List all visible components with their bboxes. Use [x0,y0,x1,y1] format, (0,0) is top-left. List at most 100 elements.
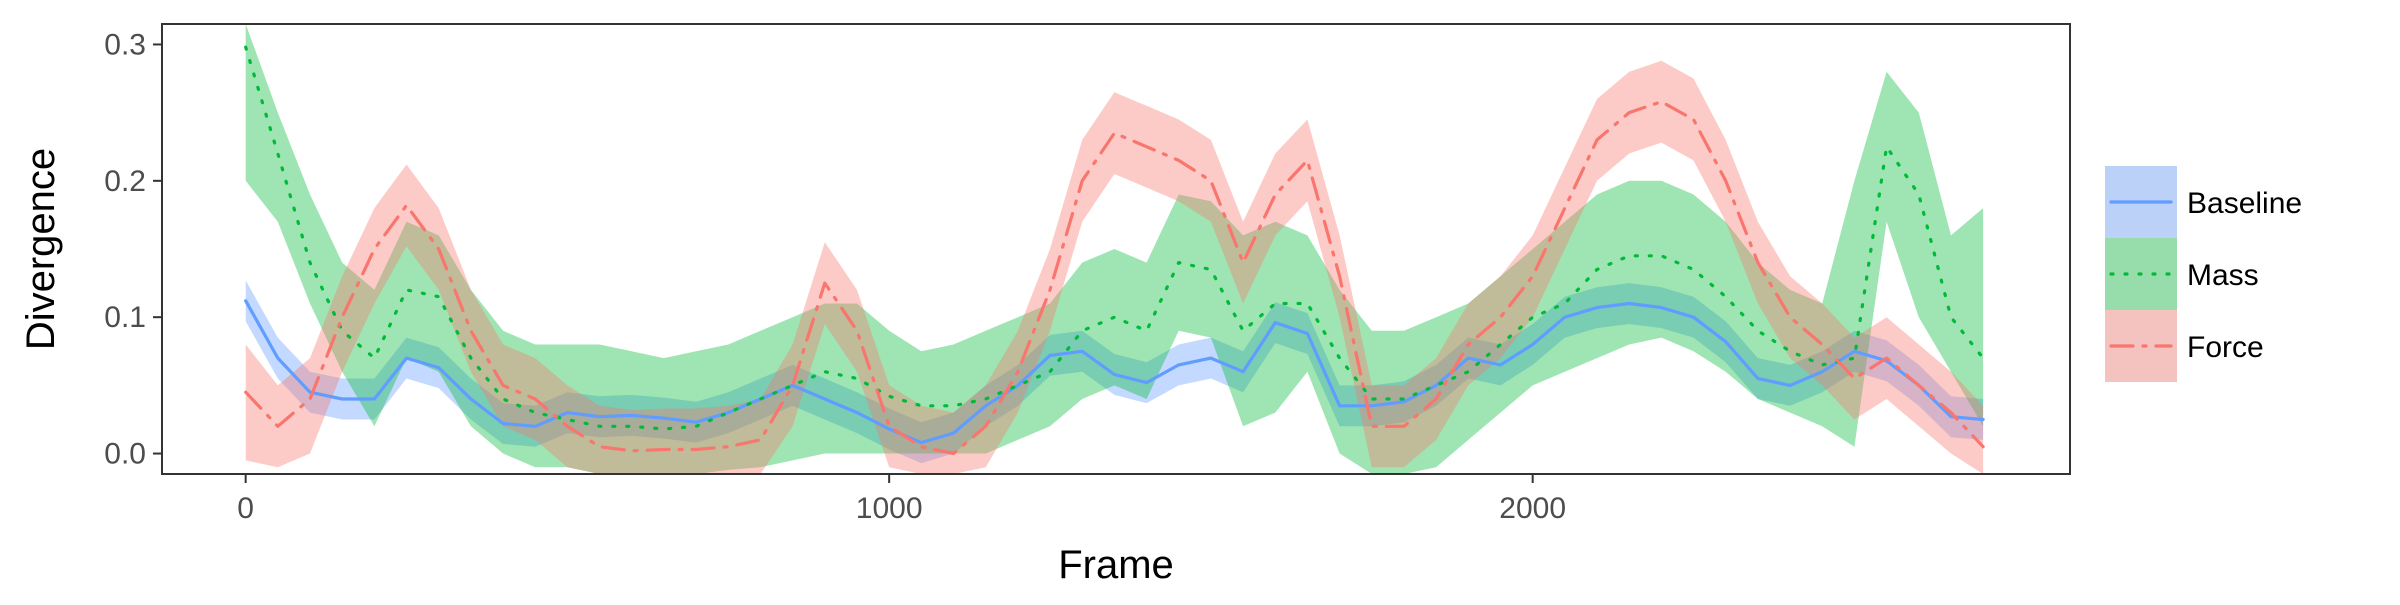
data-point-force [244,391,247,394]
data-point-mass [1145,329,1148,332]
data-point-force [437,248,440,251]
data-point-mass [405,289,408,292]
data-point-force [1917,384,1920,387]
data-point-baseline [502,422,505,425]
data-point-force [1274,193,1277,196]
data-point-baseline [1274,321,1277,324]
data-point-mass [759,398,762,401]
data-point-baseline [1145,381,1148,384]
data-point-baseline [1370,404,1373,407]
data-point-baseline [1242,370,1245,373]
data-point-force [1531,275,1534,278]
data-point-mass [598,425,601,428]
data-point-baseline [856,411,859,414]
data-point-force [470,329,473,332]
data-point-mass [437,295,440,298]
ribbon-layer [245,24,1984,474]
data-point-force [630,449,633,452]
data-point-baseline [1081,350,1084,353]
data-point-baseline [1757,377,1760,380]
data-point-baseline [1982,418,1985,421]
y-tick-label: 0.2 [104,165,146,198]
data-point-force [1789,316,1792,319]
data-point-force [663,448,666,451]
y-axis: 0.0 0.1 0.2 0.3 [104,28,162,471]
data-point-baseline [630,414,633,417]
data-point-baseline [1660,306,1663,309]
data-point-force [1113,132,1116,135]
data-point-force [1467,343,1470,346]
x-tick-label: 1000 [856,492,923,525]
series-band-mass [245,24,1984,474]
data-point-baseline [566,411,569,414]
data-point-baseline [244,299,247,302]
data-point-mass [1081,329,1084,332]
data-point-baseline [1113,373,1116,376]
data-point-mass [920,404,923,407]
data-point-force [566,425,569,428]
data-point-baseline [1306,332,1309,335]
data-point-force [984,425,987,428]
data-point-baseline [1789,384,1792,387]
series-line-force [244,100,1985,456]
data-point-baseline [470,398,473,401]
legend-label-force: Force [2187,331,2264,364]
data-point-mass [309,261,312,264]
data-point-force [695,448,698,451]
data-point-mass [1177,261,1180,264]
data-point-baseline [984,404,987,407]
line-layer [244,45,1985,456]
data-point-mass [823,370,826,373]
data-point-mass [502,398,505,401]
data-point-mass [1757,329,1760,332]
x-tick-label: 0 [237,492,254,525]
data-point-force [1210,179,1213,182]
data-point-mass [630,425,633,428]
data-point-force [598,445,601,448]
data-point-mass [1950,316,1953,319]
data-point-force [1757,261,1760,264]
data-point-mass [1499,343,1502,346]
y-axis-title: Divergence [19,148,63,350]
data-point-mass [984,398,987,401]
x-axis: 0 1000 2000 [237,474,1566,525]
data-point-baseline [1210,357,1213,360]
data-point-baseline [1177,364,1180,367]
data-point-baseline [598,415,601,418]
data-point-mass [1563,302,1566,305]
data-point-force [1338,275,1341,278]
data-point-force [759,439,762,442]
data-point-force [341,316,344,319]
y-tick-label: 0.3 [104,28,146,61]
data-point-baseline [405,357,408,360]
data-point-baseline [1724,340,1727,343]
data-point-mass [1853,357,1856,360]
data-point-force [373,248,376,251]
data-point-baseline [1467,357,1470,360]
series-band-force [245,60,1984,474]
data-point-force [1660,100,1663,103]
y-tick-label: 0.1 [104,301,146,334]
data-point-force [1403,425,1406,428]
data-point-mass [1435,384,1438,387]
data-point-mass [1531,316,1534,319]
data-point-mass [1789,350,1792,353]
data-point-force [1821,343,1824,346]
data-point-force [1950,411,1953,414]
data-point-baseline [920,441,923,444]
data-point-force [1628,111,1631,114]
data-point-force [405,204,408,207]
data-point-force [1370,425,1373,428]
series-band-baseline [245,280,1984,464]
data-point-baseline [1563,316,1566,319]
data-point-mass [1306,302,1309,305]
data-point-mass [1274,302,1277,305]
data-point-force [888,425,891,428]
x-tick-label: 2000 [1499,492,1566,525]
data-point-baseline [1338,404,1341,407]
data-point-mass [566,418,569,421]
data-point-baseline [888,428,891,431]
data-point-force [276,425,279,428]
data-point-baseline [1531,343,1534,346]
